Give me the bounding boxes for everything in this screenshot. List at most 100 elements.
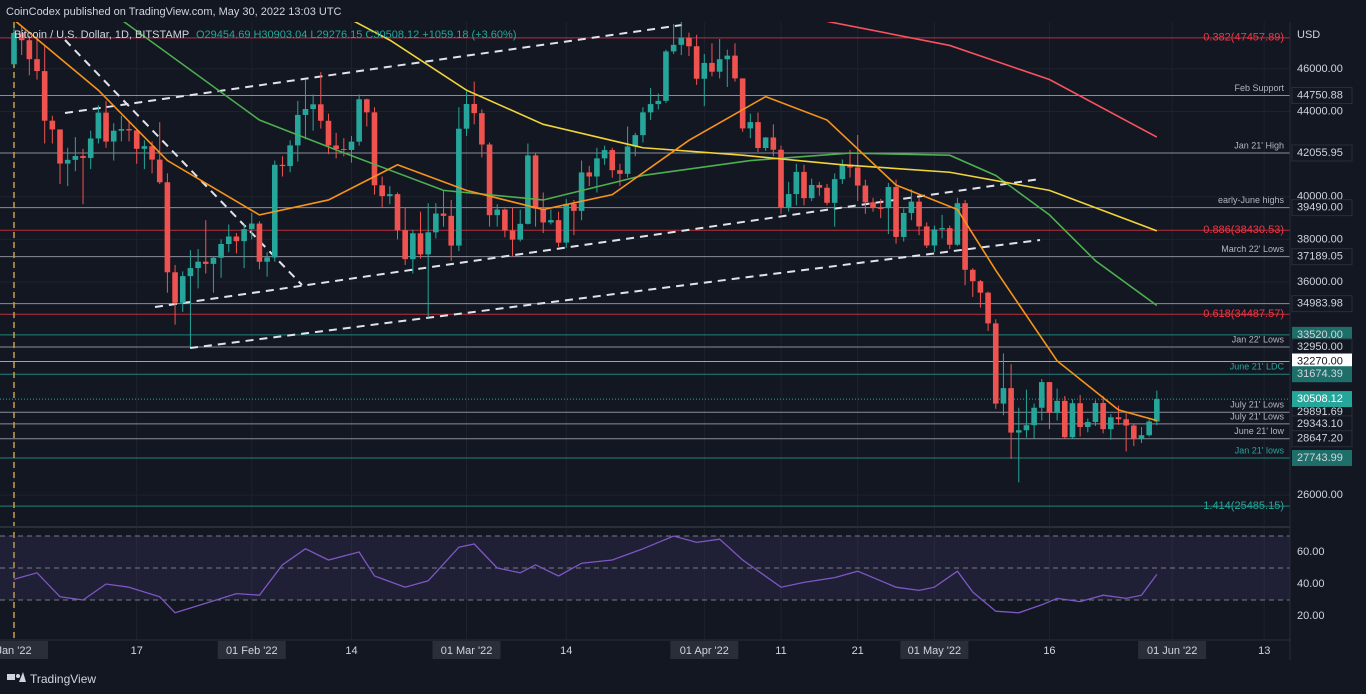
level-label: Jan 22' Lows	[1232, 334, 1285, 344]
level-label: 0.382(47457.89)	[1203, 32, 1284, 44]
candle-body	[394, 194, 401, 231]
channel-line	[64, 24, 683, 114]
y-tick-label: 26000.00	[1297, 489, 1343, 501]
channel-line	[189, 239, 1041, 349]
candle-body	[854, 167, 861, 186]
candle-body	[494, 209, 501, 216]
candle-body	[41, 71, 48, 121]
candle-body	[387, 194, 393, 197]
candle-body	[532, 155, 539, 209]
candle-body	[95, 112, 102, 139]
candle-body	[801, 171, 807, 199]
candle-body	[992, 323, 999, 404]
candle-body	[133, 130, 140, 149]
candle-body	[601, 150, 608, 159]
candle-body	[103, 112, 109, 142]
candle-body	[1146, 421, 1152, 436]
candle-body	[179, 276, 186, 303]
level-label: June 21' low	[1234, 426, 1284, 436]
candle-body	[348, 141, 355, 150]
candle-body	[770, 137, 777, 150]
candle-body	[110, 130, 117, 142]
candle-body	[118, 129, 125, 131]
candle-body	[279, 164, 286, 167]
candle-body	[762, 137, 769, 149]
symbol-title: Bitcoin / U.S. Dollar, 1D, BITSTAMP	[14, 29, 189, 41]
candle-body	[210, 257, 217, 264]
candle-body	[241, 229, 247, 242]
candle-body	[364, 99, 370, 113]
candle-body	[670, 44, 677, 52]
candle-body	[640, 112, 646, 136]
candle-body	[126, 129, 132, 131]
candle-body	[793, 171, 800, 195]
x-tick-box	[670, 641, 739, 659]
candle-body	[923, 226, 930, 246]
candle-body	[333, 145, 339, 149]
level-value: 29343.10	[1297, 418, 1343, 430]
level-label: March 22' Lows	[1221, 244, 1284, 254]
candle-body	[586, 172, 593, 177]
rsi-line	[13, 535, 1158, 614]
candle-body	[509, 230, 516, 240]
level-label: 0.886(38430.53)	[1203, 224, 1284, 236]
candle-body	[571, 203, 577, 211]
candle-body	[379, 185, 385, 197]
candle-body	[1077, 403, 1083, 427]
candle-body	[548, 220, 554, 223]
candle-body	[440, 213, 447, 216]
level-label: Jan 21' lows	[1235, 445, 1285, 455]
level-value-box	[1292, 353, 1352, 370]
candle-body	[1061, 400, 1068, 438]
candle-body	[747, 122, 754, 129]
candle-body	[900, 212, 907, 237]
candle-body	[517, 223, 524, 240]
candle-body	[1000, 388, 1007, 404]
level-label: early-June highs	[1218, 195, 1285, 205]
candle-body	[172, 272, 178, 303]
trend-channels	[64, 24, 1041, 349]
candle-body	[433, 213, 439, 233]
level-value: 44750.88	[1297, 89, 1343, 101]
candle-body	[862, 185, 869, 203]
candle-body	[563, 203, 570, 243]
candle-body	[1023, 425, 1030, 431]
level-value: 34983.98	[1297, 298, 1343, 310]
brand-name: TradingView	[30, 672, 96, 686]
candle-body	[141, 146, 148, 149]
candle-body	[341, 148, 347, 150]
level-label: July 21' Lows	[1230, 400, 1284, 410]
level-value-box	[1291, 248, 1353, 266]
candle-body	[969, 269, 976, 282]
candle-body	[248, 223, 255, 230]
level-value: 33520.00	[1297, 329, 1343, 341]
candle-body	[624, 146, 631, 174]
candle-body	[678, 37, 685, 45]
x-tick-label: 17	[131, 645, 143, 657]
channel-line	[64, 39, 303, 286]
candle-body	[410, 233, 416, 260]
candle-body	[962, 203, 968, 270]
level-label: 1.414(25485.15)	[1203, 500, 1284, 512]
candle-body	[463, 103, 470, 129]
candle-body	[11, 32, 17, 65]
rsi-tick-label: 40.00	[1297, 578, 1325, 590]
candle-body	[985, 292, 991, 324]
level-value: 27743.99	[1297, 452, 1343, 464]
candle-body	[448, 215, 454, 246]
candle-body	[1015, 430, 1022, 433]
y-tick-label: 38000.00	[1297, 233, 1343, 245]
moving-average	[826, 22, 1158, 138]
level-value: 32270.00	[1297, 355, 1343, 367]
level-value-box	[1291, 87, 1353, 105]
candle-body	[1131, 425, 1137, 440]
level-label: June 21' LDC	[1230, 362, 1285, 372]
x-tick-box	[0, 641, 48, 659]
candle-body	[732, 55, 738, 79]
candle-body	[724, 55, 731, 60]
candle-body	[701, 62, 708, 79]
candle-body	[318, 104, 324, 121]
candle-body	[302, 109, 309, 115]
x-tick-label: 01 Mar '22	[441, 645, 493, 657]
level-label: 0.618(34487.57)	[1203, 308, 1284, 320]
